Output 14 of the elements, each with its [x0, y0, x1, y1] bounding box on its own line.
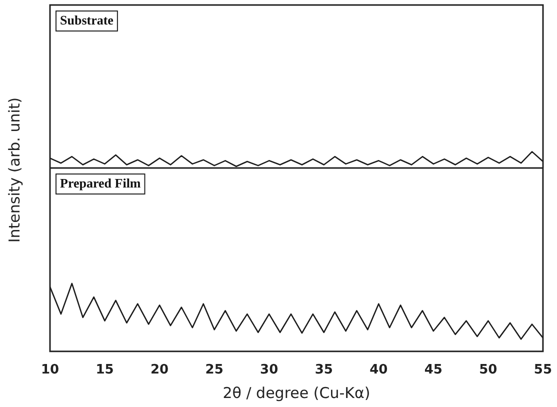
x-tick-label: 40 — [370, 362, 388, 378]
x-tick-label: 10 — [40, 362, 60, 378]
text: Substrate — [60, 12, 114, 28]
x-tick-label: 25 — [205, 362, 224, 378]
x-tick-label: 35 — [314, 362, 333, 378]
x-tick-label: 30 — [260, 362, 278, 378]
x-tick-label: 20 — [150, 362, 169, 378]
y-axis-title: Intensity (arb. unit) — [6, 97, 24, 243]
x-tick-label: 50 — [479, 362, 498, 378]
x-tick-label: 55 — [534, 362, 552, 378]
x-tick-label: 45 — [424, 362, 442, 378]
text: Prepared Film — [60, 175, 141, 190]
x-tick-label: 15 — [96, 362, 114, 378]
x-axis-title: 2θ / degree (Cu-Kα) — [222, 384, 370, 402]
